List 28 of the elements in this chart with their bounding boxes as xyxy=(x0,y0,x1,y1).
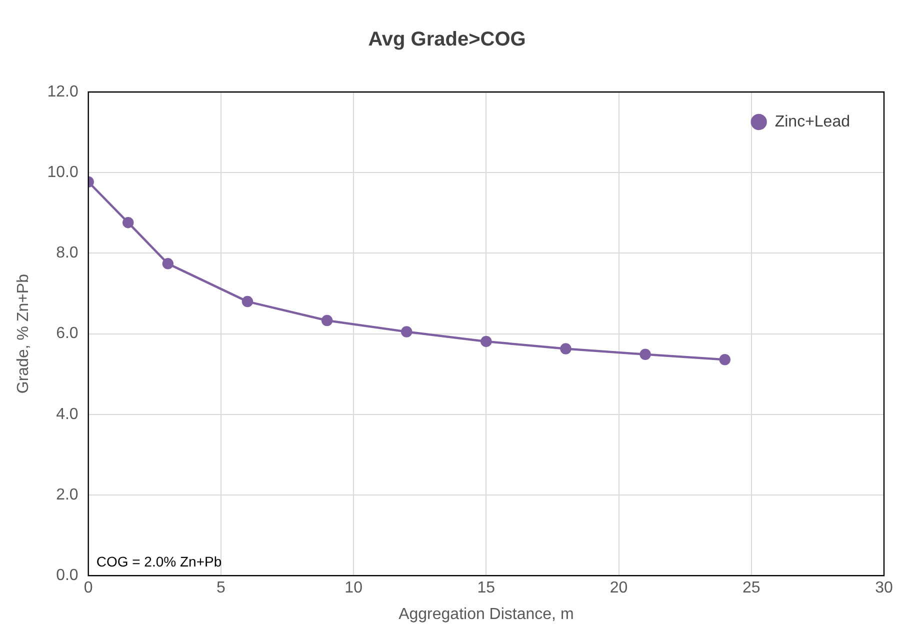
point xyxy=(242,296,254,308)
x-tick-label: 5 xyxy=(216,580,226,597)
legend-label: Zinc+Lead xyxy=(774,113,850,130)
y-tick-label: 4.0 xyxy=(56,406,78,423)
annotation: COG = 2.0% Zn+Pb xyxy=(96,553,222,570)
point xyxy=(321,314,333,326)
chart-title: Avg Grade>COG xyxy=(368,28,526,51)
x-tick-label: 30 xyxy=(875,580,893,597)
y-axis-title: Grade, % Zn+Pb xyxy=(15,274,32,394)
point xyxy=(560,343,572,354)
y-tick-label: 2.0 xyxy=(56,486,78,504)
y-tick-label: 0.0 xyxy=(56,567,78,584)
x-axis-title: Aggregation Distance, m xyxy=(398,606,574,623)
y-tick-label: 12.0 xyxy=(47,83,78,100)
y-tick-label: 10.0 xyxy=(47,164,78,182)
point xyxy=(480,336,492,348)
y-tick-label: 8.0 xyxy=(56,244,78,262)
point xyxy=(640,348,651,360)
point xyxy=(122,216,134,228)
x-tick-label: 25 xyxy=(742,580,760,597)
point xyxy=(719,354,730,366)
point xyxy=(400,326,412,338)
point xyxy=(162,258,174,270)
x-tick-label: 20 xyxy=(610,580,628,597)
y-tick-label: 6.0 xyxy=(56,325,78,342)
x-tick-label: 10 xyxy=(344,580,363,597)
x-tick-label: 15 xyxy=(477,580,496,597)
x-tick-label: 0 xyxy=(84,580,93,597)
